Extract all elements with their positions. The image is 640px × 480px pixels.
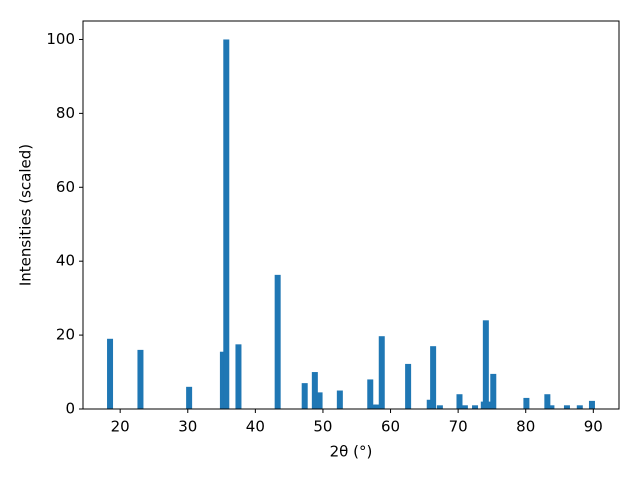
bar (563, 405, 570, 409)
y-tick-label: 0 (65, 400, 75, 418)
bar (544, 394, 551, 409)
bar (235, 344, 242, 409)
bar (186, 386, 193, 409)
x-tick-label: 20 (111, 418, 130, 436)
bar (374, 404, 381, 409)
bar (523, 397, 530, 409)
x-tick-label: 50 (313, 418, 332, 436)
bar (219, 351, 226, 409)
y-tick-label: 100 (46, 30, 75, 48)
x-tick-label: 40 (246, 418, 265, 436)
bar (367, 379, 374, 409)
y-axis-label: Intensities (scaled) (17, 144, 35, 286)
bar (316, 392, 323, 409)
plot-frame (82, 20, 620, 410)
bar (311, 372, 318, 409)
bar (107, 338, 114, 409)
bar (430, 346, 437, 409)
bar (576, 405, 583, 409)
x-tick-label: 90 (584, 418, 603, 436)
bar (482, 320, 489, 409)
x-tick-label: 70 (449, 418, 468, 436)
bar (486, 401, 493, 409)
bar (472, 405, 479, 409)
bar (137, 349, 144, 409)
x-tick-label: 80 (516, 418, 535, 436)
bar (490, 373, 497, 409)
x-axis-label: 2θ (°) (330, 443, 373, 461)
bar (223, 39, 230, 409)
bar (588, 400, 595, 409)
bar (274, 274, 281, 409)
y-tick-label: 60 (56, 178, 75, 196)
y-tick-label: 80 (56, 104, 75, 122)
bar (370, 404, 377, 409)
bar (336, 390, 343, 409)
bar (426, 399, 433, 409)
bar (436, 405, 443, 409)
bar (456, 394, 463, 409)
x-tick-label: 30 (178, 418, 197, 436)
y-tick-label: 20 (56, 326, 75, 344)
bar (548, 405, 555, 409)
bar (301, 383, 308, 409)
x-tick-label: 60 (381, 418, 400, 436)
bar (378, 336, 385, 409)
bar (461, 405, 468, 409)
y-tick-label: 40 (56, 252, 75, 270)
bar (405, 363, 412, 409)
